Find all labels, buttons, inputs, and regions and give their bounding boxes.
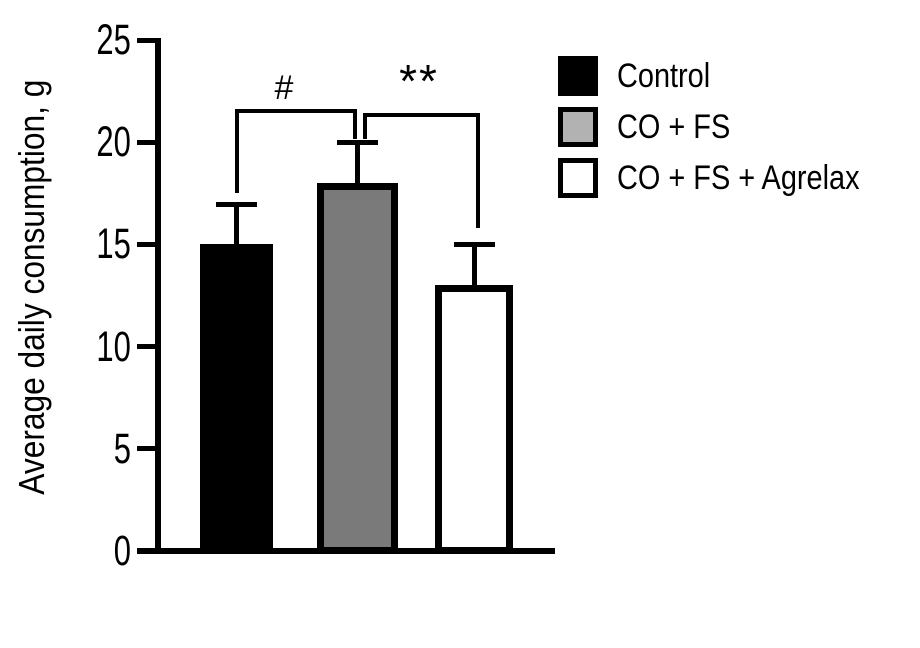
y-tick-label: 0 bbox=[113, 527, 131, 575]
legend-swatch-co-fs-agrelax bbox=[558, 158, 598, 198]
legend-item-control: Control bbox=[558, 56, 902, 96]
y-tick-mark bbox=[137, 446, 158, 452]
y-tick-label: 15 bbox=[96, 220, 131, 269]
y-tick-mark bbox=[137, 241, 158, 247]
bracket-left-leg bbox=[363, 113, 367, 139]
error-bar-cap bbox=[453, 242, 495, 248]
y-tick-label: 5 bbox=[113, 424, 131, 473]
error-bar-stem bbox=[471, 244, 477, 286]
bar-co-fs-agrelax bbox=[435, 285, 513, 554]
y-axis-line bbox=[155, 38, 161, 554]
legend-item-co-fs: CO + FS bbox=[558, 107, 902, 147]
bracket-horizontal bbox=[235, 109, 357, 113]
legend-label: CO + FS + Agrelax bbox=[617, 159, 860, 197]
error-bar-cap bbox=[216, 201, 257, 207]
bracket-left-leg bbox=[235, 109, 239, 193]
error-bar-cap bbox=[337, 140, 378, 146]
legend: Control CO + FS CO + FS + Agrelax bbox=[558, 56, 902, 198]
bracket-right-leg bbox=[476, 113, 480, 228]
significance-symbol-hash: # bbox=[274, 68, 294, 107]
legend-swatch-control bbox=[558, 56, 598, 96]
legend-label: Control bbox=[617, 57, 711, 95]
y-tick-label: 25 bbox=[96, 16, 131, 64]
bracket-right-leg bbox=[353, 109, 357, 139]
error-bar-stem bbox=[234, 203, 239, 245]
y-tick-mark bbox=[137, 344, 158, 350]
y-tick-label: 20 bbox=[96, 118, 131, 167]
y-tick-mark bbox=[137, 139, 158, 145]
legend-label: CO + FS bbox=[617, 108, 731, 146]
legend-item-co-fs-agrelax: CO + FS + Agrelax bbox=[558, 158, 902, 198]
y-tick-label: 10 bbox=[96, 322, 131, 371]
y-axis-title: Average daily consumption, g bbox=[7, 0, 57, 587]
bar-control bbox=[200, 244, 273, 554]
error-bar-stem bbox=[355, 142, 360, 184]
legend-swatch-co-fs bbox=[558, 107, 598, 147]
bracket-horizontal bbox=[363, 113, 480, 117]
significance-symbol-asterisks: ** bbox=[399, 55, 439, 107]
y-tick-mark bbox=[137, 37, 158, 43]
bar-co-fs bbox=[317, 183, 398, 554]
